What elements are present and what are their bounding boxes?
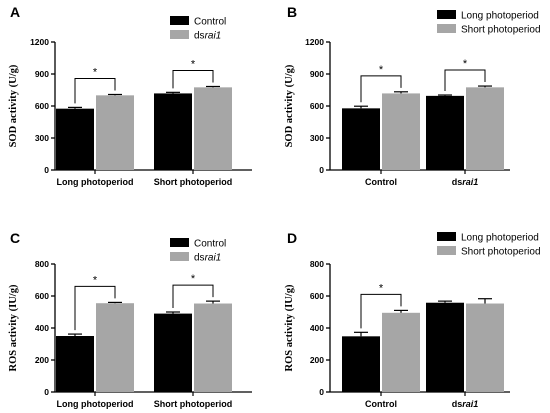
y-tick-label: 1200	[305, 37, 324, 47]
significance-label: *	[93, 274, 98, 286]
panel-letter: C	[10, 230, 20, 246]
y-tick-label: 0	[44, 165, 49, 175]
legend-label: Control	[194, 17, 226, 28]
bar	[466, 303, 504, 392]
x-tick-label: Long photoperiod	[57, 177, 134, 187]
significance-label: *	[191, 58, 196, 70]
bar	[194, 87, 232, 170]
y-tick-label: 0	[44, 387, 49, 397]
bar	[96, 303, 134, 392]
y-tick-label: 600	[35, 291, 49, 301]
y-axis-title: ROS activity (IU/g)	[8, 284, 19, 371]
panel-d: D ROS activity (IU/g) 0 200 400 600 800 Control…	[284, 230, 541, 409]
significance-label: *	[93, 66, 98, 78]
panel-b: B SOD activity (U/g) 0 300 600 900 1200 Control…	[284, 4, 541, 187]
y-tick-label: 800	[35, 259, 49, 269]
significance-bracket	[74, 285, 116, 331]
y-tick-label: 200	[35, 355, 49, 365]
significance-bracket	[172, 284, 214, 308]
y-tick-label: 200	[310, 355, 324, 365]
bar	[466, 87, 504, 170]
y-tick-label: 400	[310, 323, 324, 333]
y-tick-label: 0	[319, 165, 324, 175]
y-tick-label: 300	[35, 133, 49, 143]
y-tick-label: 300	[310, 133, 324, 143]
y-tick-label: 1200	[30, 37, 49, 47]
x-tick-label: Control	[365, 399, 397, 409]
bar	[426, 95, 464, 170]
panel-letter: A	[10, 4, 20, 20]
significance-bracket	[360, 75, 402, 103]
significance-label: *	[379, 282, 384, 294]
y-axis-title: SOD activity (U/g)	[8, 64, 19, 147]
bar	[56, 336, 94, 392]
x-tick-label: Control	[365, 177, 397, 187]
bar	[56, 108, 94, 170]
x-tick-label: dsrai1	[452, 177, 479, 187]
legend-swatch	[170, 16, 189, 25]
panel-letter: D	[287, 230, 297, 246]
y-axis-title: ROS activity (IU/g)	[284, 284, 295, 371]
bar	[342, 108, 380, 170]
y-tick-label: 600	[35, 101, 49, 111]
bar	[382, 312, 420, 392]
y-tick-label: 600	[310, 291, 324, 301]
y-tick-label: 400	[35, 323, 49, 333]
significance-bracket	[74, 77, 116, 104]
bar	[154, 93, 192, 170]
panel-a: A SOD activity (U/g) 0 300 600 900 1200 Long ph…	[8, 4, 252, 187]
y-tick-label: 900	[310, 69, 324, 79]
panel-letter: B	[287, 4, 297, 20]
legend-swatch	[437, 246, 456, 255]
legend-label: Short photoperiod	[461, 25, 541, 36]
legend-swatch	[437, 24, 456, 33]
legend-swatch	[437, 232, 456, 241]
legend-label: Control	[194, 239, 226, 250]
bar	[342, 336, 380, 392]
significance-label: *	[463, 58, 468, 70]
x-tick-label: dsrai1	[452, 399, 479, 409]
y-tick-label: 800	[310, 259, 324, 269]
legend-swatch	[170, 238, 189, 247]
bar	[154, 313, 192, 392]
x-tick-label: Short photoperiod	[154, 177, 233, 187]
y-tick-label: 900	[35, 69, 49, 79]
significance-label: *	[191, 273, 196, 285]
x-tick-label: Long photoperiod	[57, 399, 134, 409]
significance-label: *	[379, 64, 384, 76]
legend-label: dsrai1	[194, 31, 221, 42]
legend-swatch	[437, 10, 456, 19]
significance-bracket	[360, 293, 402, 329]
legend-label: Long photoperiod	[461, 233, 539, 244]
legend-swatch	[170, 252, 189, 261]
significance-bracket	[172, 69, 214, 89]
y-axis-title: SOD activity (U/g)	[284, 64, 295, 147]
legend-label: Short photoperiod	[461, 247, 541, 258]
bar	[382, 93, 420, 170]
y-tick-label: 600	[310, 101, 324, 111]
legend-swatch	[170, 30, 189, 39]
significance-bracket	[444, 69, 486, 92]
bar	[426, 302, 464, 392]
bar	[96, 95, 134, 170]
y-tick-label: 0	[319, 387, 324, 397]
legend-label: Long photoperiod	[461, 11, 539, 22]
bar	[194, 303, 232, 392]
x-tick-label: Short photoperiod	[154, 399, 233, 409]
panel-c: C ROS activity (IU/g) 0 200 400 600 800 Long ph…	[8, 230, 252, 409]
legend-label: dsrai1	[194, 253, 221, 264]
